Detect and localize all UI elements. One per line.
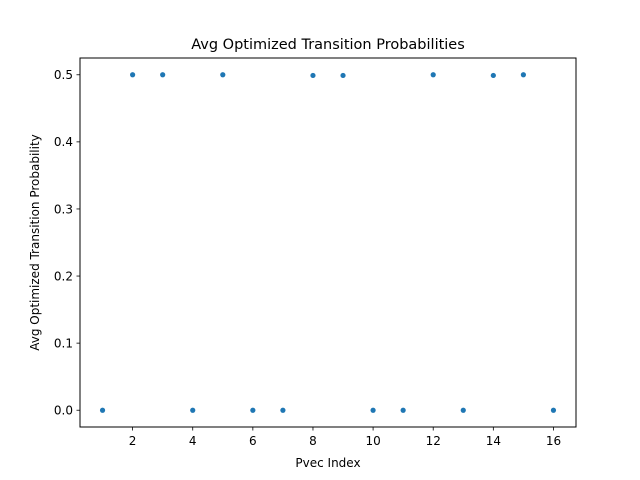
x-axis-label: Pvec Index: [295, 456, 360, 470]
y-tick-label: 0.5: [54, 68, 73, 82]
x-tick-label: 14: [486, 434, 501, 448]
y-tick-label: 0.4: [54, 135, 73, 149]
data-point: [220, 72, 226, 78]
data-point: [160, 72, 166, 78]
y-tick-label: 0.0: [54, 404, 73, 418]
data-point: [430, 72, 436, 78]
y-axis-ticks: 0.0 0.1 0.2 0.3 0.4 0.5: [54, 68, 80, 418]
data-point: [340, 72, 346, 79]
data-point: [250, 407, 256, 413]
x-tick-label: 2: [129, 434, 137, 448]
data-point: [370, 407, 376, 413]
data-point: [490, 72, 496, 79]
y-tick-label: 0.2: [54, 269, 73, 283]
x-tick-label: 6: [249, 434, 257, 448]
data-points: [99, 72, 557, 413]
data-point: [550, 407, 557, 413]
data-point: [520, 72, 526, 78]
data-point: [280, 407, 286, 413]
x-tick-label: 10: [365, 434, 380, 448]
x-tick-label: 16: [546, 434, 561, 448]
data-point: [190, 407, 196, 413]
y-tick-label: 0.1: [54, 336, 73, 350]
y-axis-label: Avg Optimized Transition Probability: [28, 134, 42, 351]
x-axis-ticks: 2 4 6 8 10 12 14 16: [129, 427, 561, 448]
data-point: [460, 407, 466, 413]
data-point: [130, 72, 136, 78]
x-tick-label: 8: [309, 434, 317, 448]
y-tick-label: 0.3: [54, 202, 73, 216]
data-point: [400, 407, 406, 413]
data-point: [99, 407, 106, 413]
x-tick-label: 12: [426, 434, 441, 448]
data-point: [310, 72, 316, 79]
x-tick-label: 4: [189, 434, 197, 448]
plot-frame: [79, 57, 577, 428]
chart-title: Avg Optimized Transition Probabilities: [191, 37, 465, 53]
